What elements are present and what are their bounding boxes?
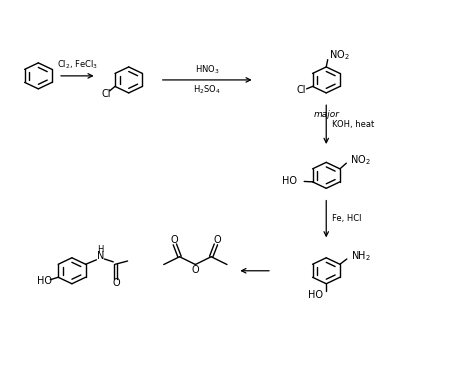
- Text: Cl: Cl: [297, 85, 306, 95]
- Text: HO: HO: [282, 176, 297, 186]
- Text: HO: HO: [37, 276, 52, 286]
- Text: H$_2$SO$_4$: H$_2$SO$_4$: [194, 83, 221, 96]
- Text: O: O: [192, 265, 199, 275]
- Text: Cl$_2$, FeCl$_3$: Cl$_2$, FeCl$_3$: [57, 59, 98, 71]
- Text: N: N: [97, 251, 104, 261]
- Text: Cl: Cl: [101, 89, 111, 99]
- Text: O: O: [112, 278, 120, 288]
- Text: NO$_2$: NO$_2$: [328, 49, 349, 62]
- Text: Fe, HCl: Fe, HCl: [332, 214, 362, 223]
- Text: major: major: [313, 110, 339, 119]
- Text: H: H: [97, 245, 104, 254]
- Text: NH$_2$: NH$_2$: [351, 249, 371, 263]
- Text: HNO$_3$: HNO$_3$: [195, 63, 220, 76]
- Text: O: O: [170, 235, 178, 245]
- Text: KOH, heat: KOH, heat: [332, 120, 374, 129]
- Text: NO$_2$: NO$_2$: [350, 153, 370, 167]
- Text: O: O: [213, 235, 220, 245]
- Text: HO: HO: [308, 290, 323, 300]
